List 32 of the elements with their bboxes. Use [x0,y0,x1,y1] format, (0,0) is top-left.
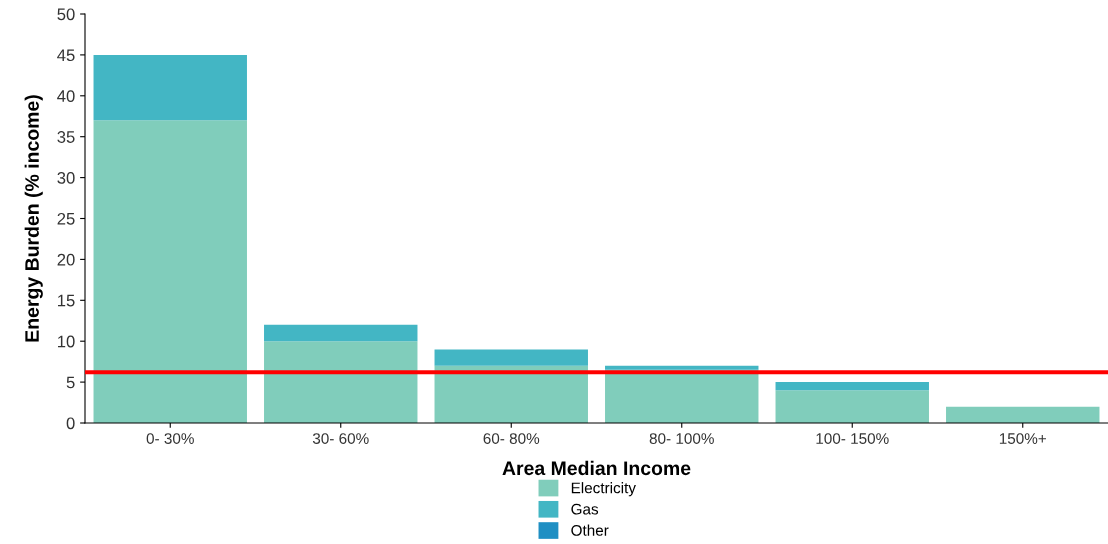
x-tick-label: 60- 80% [483,433,540,444]
x-tick-label: 30- 60% [312,433,369,444]
x-tick-label: 150%+ [999,433,1046,444]
y-tick-label: 45 [57,49,75,62]
x-tick-label: 0- 30% [146,433,194,444]
y-axis-title: Energy Burden (% income) [24,95,43,342]
bar [93,120,247,423]
x-tick-label: 100- 150% [816,433,889,444]
legend-label: Electricity [571,482,636,497]
y-tick-label: 0 [66,417,75,430]
x-tick-label: 80- 100% [649,433,714,444]
bar [264,341,418,423]
y-tick-label: 15 [58,294,75,307]
x-axis-title: Area Median Income [502,460,691,476]
y-tick-label: 20 [57,253,75,266]
y-tick-label: 50 [57,8,75,21]
legend-label: Other [571,524,609,536]
bar [775,382,929,391]
y-tick-label: 25 [57,212,75,225]
y-tick-label: 5 [66,376,75,389]
bar [775,390,929,423]
y-tick-label: 30 [57,172,75,184]
bar [264,324,418,342]
bar [93,54,247,121]
bar [605,365,759,370]
bar [946,406,1100,423]
bar [434,365,588,423]
y-tick-label: 35 [57,131,75,143]
legend-label: Gas [571,503,599,515]
bar [434,349,588,366]
y-tick-label: 40 [57,90,75,102]
y-tick-label: 10 [58,335,75,348]
